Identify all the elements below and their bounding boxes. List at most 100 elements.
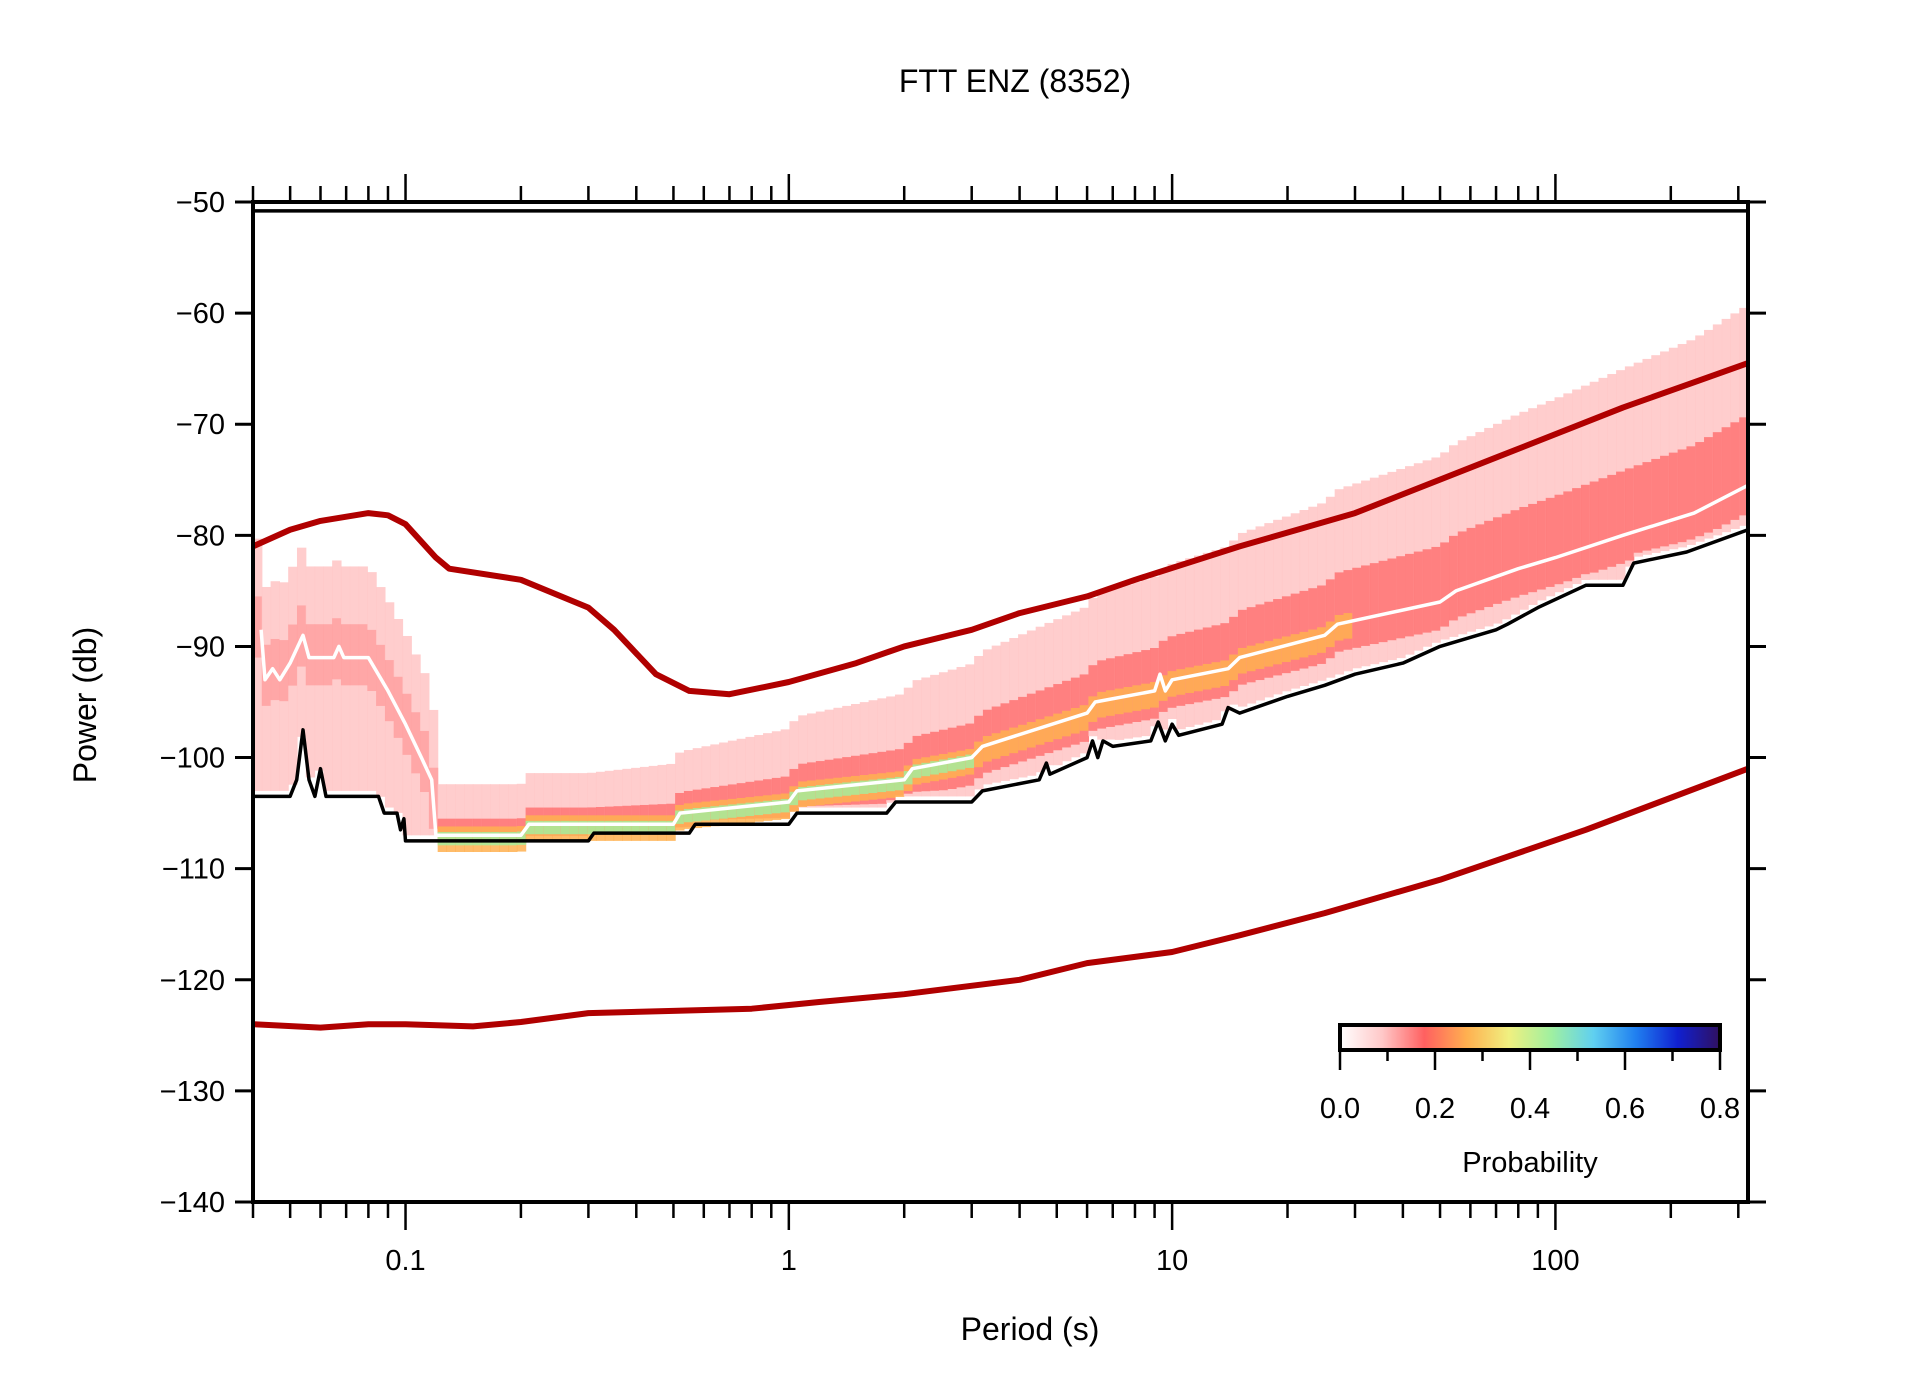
density-cell [1220,660,1230,687]
density-cell [1396,556,1406,639]
density-cell [1545,497,1556,587]
density-cell [305,566,316,778]
density-cell [534,773,544,836]
density-cell [736,738,747,819]
density-cell [1510,510,1520,598]
density-cell [437,784,448,836]
density-cell [1695,335,1705,542]
density-cell [587,820,597,835]
density-cell [965,754,975,768]
density-cell [1686,340,1696,545]
density-cell [1378,560,1389,643]
density-cell [1651,458,1661,549]
density-cell [1492,517,1503,604]
y-tick-label: −80 [176,520,225,552]
probability-density [253,307,1748,852]
density-cell [1114,688,1125,715]
density-cell [499,832,509,846]
density-cell [1317,627,1327,653]
density-cell [578,773,588,836]
density-cell [1580,484,1591,575]
density-cell [1000,730,1010,756]
density-cell [1739,417,1748,516]
density-cell [789,721,799,812]
density-cell [807,786,817,800]
density-cell [516,831,527,845]
density-cell [1413,551,1424,635]
density-cell [569,820,579,835]
density-cell [780,799,791,813]
density-cell [894,776,905,791]
x-tick-label: 1 [781,1245,797,1277]
density-cell [1405,553,1415,637]
x-tick-label: 100 [1531,1245,1579,1277]
density-cell [1361,565,1371,646]
density-cell [1281,636,1292,663]
density-cell [472,832,483,846]
density-cell [340,566,351,791]
density-cell [1273,599,1283,676]
density-cell [1572,389,1582,585]
density-cell [1721,318,1732,533]
density-cell [323,624,333,686]
density-cell [508,832,518,846]
density-cell [1097,691,1107,718]
density-cell [1308,588,1318,667]
density-cell [384,602,395,808]
colorbar-tick-label: 0.8 [1700,1093,1740,1125]
density-cell [367,572,377,791]
density-cell [1299,631,1309,658]
series-minimum [253,528,1748,843]
density-cell [727,804,738,818]
density-cell [1018,724,1028,751]
density-cell [1273,638,1283,665]
density-cell [683,750,694,828]
density-cell [631,820,641,835]
colorbar-tick-label: 0.0 [1320,1093,1360,1125]
y-tick-label: −90 [176,631,225,663]
density-cell [1229,616,1239,692]
density-cell [974,741,984,768]
density-cell [877,778,887,793]
density-cell [516,783,527,836]
density-cell [1035,719,1046,745]
density-cell [763,800,773,815]
density-cell [393,618,404,813]
density-cell [648,765,659,828]
density-cell [1501,513,1512,601]
density-cell [604,820,615,835]
density-cell [780,729,791,819]
density-cell [675,752,685,828]
density-cell [1739,307,1748,526]
density-cell [1422,549,1433,633]
y-tick-label: −100 [160,743,225,775]
density-cell [1712,324,1723,536]
density-cell [446,784,456,836]
density-cell [903,687,914,797]
density-cell [736,803,747,817]
density-cell [824,784,835,798]
density-cell [1150,682,1160,708]
x-tick-label: 0.1 [385,1245,425,1277]
density-cell [1255,643,1265,669]
density-cell [481,784,492,836]
density-cell [789,791,799,806]
density-cell [1660,455,1670,547]
density-cell [1563,393,1573,589]
density-cell [903,771,914,785]
density-cell [455,832,465,846]
density-cell [508,784,518,836]
density-cell [261,586,272,791]
density-cell [1009,727,1019,754]
density-cell [982,736,993,762]
density-cell [1695,442,1705,537]
density-cell [1281,596,1292,674]
density-cell [1642,462,1652,551]
colorbar: 0.0 0.2 0.4 0.6 0.8 Probability [1320,1023,1740,1179]
density-cell [1290,593,1301,671]
density-cell [683,808,694,823]
density-cell [842,782,852,796]
colorbar-tick-label: 0.4 [1510,1093,1550,1125]
density-cell [930,761,940,775]
density-cell [1563,491,1573,582]
